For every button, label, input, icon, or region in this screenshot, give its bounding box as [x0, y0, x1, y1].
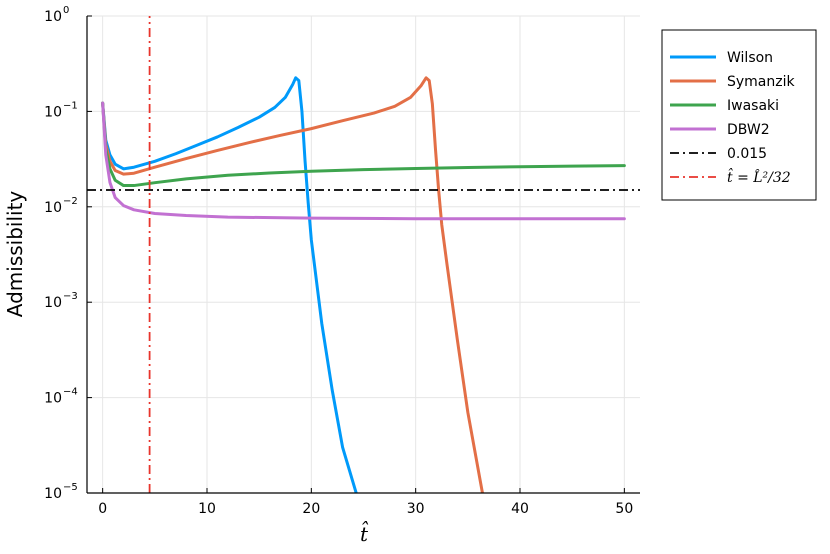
legend-label: Wilson	[727, 50, 773, 66]
x-tick-label: 0	[98, 501, 107, 517]
x-tick-label: 30	[407, 501, 425, 517]
legend-label: t̂ = L̂²/32	[727, 167, 791, 186]
axes	[86, 16, 640, 494]
y-tick-exponent: −1	[63, 100, 78, 111]
legend-label: DBW2	[727, 122, 770, 138]
x-tick-label: 10	[198, 501, 216, 517]
x-tick-label: 40	[511, 501, 529, 517]
series-lines	[87, 16, 640, 493]
y-tick-exponent: −5	[63, 482, 78, 493]
x-tick-label: 50	[615, 501, 633, 517]
y-axis-label: Admissibility	[3, 191, 27, 318]
legend-label: 0.015	[727, 146, 767, 162]
series-line-iwasaki	[101, 101, 626, 188]
legend-label: Symanzik	[727, 74, 796, 90]
x-tick-label: 20	[302, 501, 320, 517]
grid	[87, 15, 640, 494]
y-tick-label: 10	[44, 200, 62, 216]
series-line-symanzik	[101, 76, 484, 493]
x-ticks: 0 10 20 30 40 50	[98, 488, 633, 517]
y-tick-label: 10	[44, 486, 62, 502]
y-tick-label: 10	[44, 9, 62, 25]
series-line-wilson	[101, 76, 358, 493]
y-tick-label: 10	[44, 391, 62, 407]
legend-label: Iwasaki	[727, 98, 779, 114]
y-tick-label: 10	[44, 104, 62, 120]
y-tick-label: 10	[44, 295, 62, 311]
series-line-dbw2	[101, 101, 626, 221]
y-tick-exponent: −4	[63, 387, 78, 398]
y-tick-exponent: −2	[63, 196, 78, 207]
y-tick-exponent: −3	[63, 291, 78, 302]
legend: Wilson Symanzik Iwasaki DBW2 0.015 t̂ = L̂²/3…	[661, 29, 817, 201]
y-tick-exponent: 0	[63, 5, 69, 16]
x-axis-label: t̂	[360, 520, 369, 546]
